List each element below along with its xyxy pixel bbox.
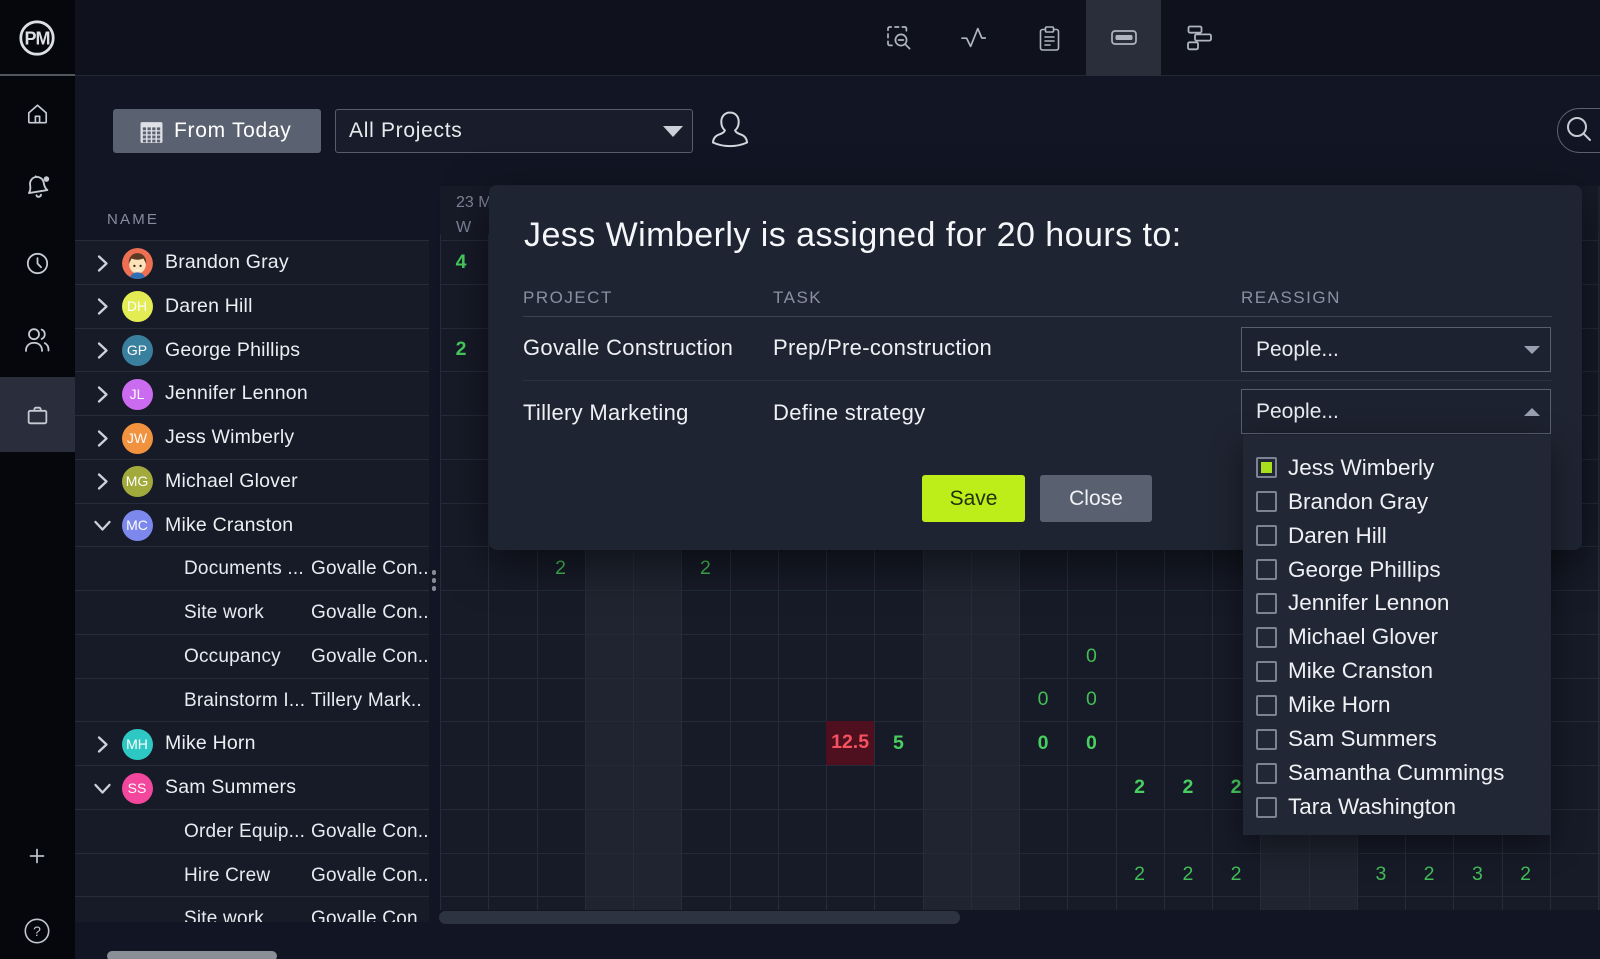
svg-text:?: ? bbox=[33, 923, 41, 939]
svg-text:PM: PM bbox=[25, 28, 50, 48]
